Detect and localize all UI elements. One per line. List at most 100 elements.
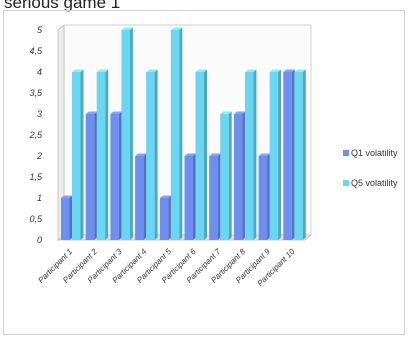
bar-top <box>135 153 147 156</box>
bar-top <box>220 111 232 114</box>
bar <box>184 153 196 240</box>
bar-front <box>72 72 81 240</box>
legend-swatch <box>343 150 349 156</box>
bar-side <box>69 195 73 240</box>
bar-side <box>143 153 147 240</box>
bar-top <box>159 195 172 198</box>
bar-top <box>121 27 133 30</box>
bar-top <box>258 153 271 156</box>
y-tick-label: 2,5 <box>28 130 43 140</box>
bar-top <box>184 153 196 156</box>
bar <box>61 195 73 240</box>
bar-side <box>291 69 295 240</box>
bar <box>258 153 271 240</box>
bar <box>121 27 133 240</box>
bar <box>209 153 221 240</box>
legend-label: Q5 volatility <box>351 178 398 188</box>
bar-front <box>209 156 218 240</box>
bar-top <box>96 69 109 72</box>
bar-top <box>294 69 306 72</box>
bar-side <box>267 153 271 240</box>
y-tick-label: 4,5 <box>29 46 43 56</box>
bar-front <box>159 198 169 240</box>
bar <box>135 153 147 240</box>
bar-front <box>170 30 180 240</box>
bar-side <box>242 111 246 240</box>
bar-front <box>195 72 204 240</box>
bar <box>146 69 158 240</box>
y-tick-label: 1,5 <box>29 172 43 182</box>
bar-top <box>170 27 183 30</box>
bar <box>269 69 282 240</box>
y-tick-label: 4 <box>37 67 42 77</box>
bar <box>294 69 306 240</box>
bar-top <box>233 111 246 114</box>
bar-top <box>110 111 122 114</box>
bar-front <box>220 114 229 240</box>
bar <box>110 111 122 240</box>
bar <box>85 111 98 240</box>
bar-front <box>121 30 130 240</box>
bar <box>159 195 172 240</box>
bar-front <box>96 72 106 240</box>
bar-side <box>278 69 282 240</box>
legend-swatch <box>343 180 349 186</box>
y-tick-label: 0 <box>37 235 42 245</box>
bar-front <box>283 72 292 240</box>
bar-front <box>294 72 303 240</box>
bar-top <box>283 69 295 72</box>
bar-side <box>129 27 133 240</box>
y-tick-label: 0,5 <box>29 214 43 224</box>
y-tick-label: 3,5 <box>29 88 43 98</box>
bar-side <box>154 69 158 240</box>
y-tick-labels: 0 0,5 1 1,5 2 2,5 3 3,5 4 4,5 5 <box>28 25 43 245</box>
legend-label: Q1 volatility <box>351 148 398 158</box>
bar-side <box>204 69 207 240</box>
bar-front <box>85 114 95 240</box>
bar-top <box>85 111 98 114</box>
bar <box>220 111 232 240</box>
bar-side <box>228 111 232 240</box>
y-tick-label: 2 <box>36 151 42 161</box>
bar-side <box>302 69 306 240</box>
bar-front <box>244 72 254 240</box>
bar-front <box>61 198 70 240</box>
chart-frame <box>3 10 405 335</box>
bar <box>244 69 257 240</box>
bar-side <box>80 69 84 240</box>
bar-top <box>209 153 221 156</box>
bar-side <box>118 111 122 240</box>
bar-top <box>195 69 207 72</box>
bar <box>195 69 207 240</box>
bar <box>283 69 295 240</box>
bar-front <box>135 156 144 240</box>
bar-front <box>233 114 243 240</box>
bar-front <box>269 72 279 240</box>
bar <box>170 27 183 240</box>
bar <box>233 111 246 240</box>
bar-top <box>244 69 257 72</box>
legend: Q1 volatility Q5 volatility <box>343 148 398 188</box>
bar-side <box>168 195 172 240</box>
bar-side <box>179 27 183 240</box>
chart-title: serious game 1 <box>4 0 121 12</box>
bar <box>72 69 84 240</box>
bar-side <box>105 69 109 240</box>
y-tick-label: 1 <box>37 193 42 203</box>
bar-front <box>184 156 193 240</box>
bar-front <box>258 156 268 240</box>
bar-front <box>146 72 155 240</box>
bar-top <box>146 69 158 72</box>
bar-side <box>217 153 221 240</box>
bar-top <box>72 69 84 72</box>
bar-top <box>61 195 73 198</box>
bars <box>61 27 306 240</box>
y-tick-label: 3 <box>37 109 42 119</box>
bar-side <box>94 111 98 240</box>
y-tick-label: 5 <box>37 25 43 35</box>
bar-top <box>269 69 282 72</box>
bar-side <box>193 153 196 240</box>
bar-front <box>110 114 119 240</box>
